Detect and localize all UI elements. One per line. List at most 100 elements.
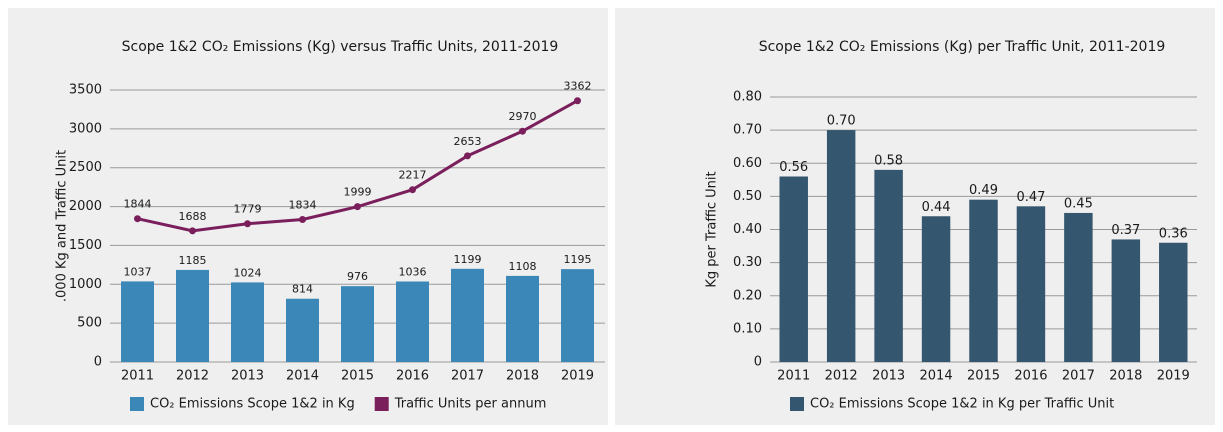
x-tick-label: 2019 [561, 369, 594, 384]
bar [506, 275, 539, 362]
chart-title: Scope 1&2 CO₂ Emissions (Kg) versus Traf… [122, 39, 559, 55]
bar [1064, 212, 1093, 362]
x-tick-label: 2017 [451, 369, 484, 384]
y-tick-label: 500 [77, 316, 102, 331]
data-label: 1195 [564, 253, 592, 266]
line-point [354, 203, 361, 211]
x-tick-label: 2016 [1014, 369, 1047, 384]
legend-swatch [790, 397, 804, 411]
y-tick-label: 0.10 [733, 321, 762, 336]
legend-label: Traffic Units per annum [394, 397, 547, 412]
bar [1159, 242, 1188, 362]
data-label: 814 [292, 283, 313, 296]
bar [969, 199, 998, 362]
data-label: 0.70 [827, 114, 856, 129]
y-tick-label: 1500 [69, 238, 102, 253]
x-tick-label: 2015 [341, 369, 374, 384]
bar [561, 269, 594, 362]
y-tick-label: 3000 [69, 121, 102, 136]
bar [286, 298, 319, 362]
data-label: 1037 [124, 265, 152, 278]
bar [921, 216, 951, 362]
bar [396, 281, 429, 362]
x-tick-label: 2016 [396, 369, 429, 384]
x-tick-label: 2013 [231, 369, 264, 384]
data-label: 0.45 [1064, 196, 1093, 211]
line-point [409, 186, 416, 194]
x-tick-label: 2019 [1157, 369, 1190, 384]
data-label: 0.44 [922, 200, 951, 215]
line-point [299, 215, 306, 223]
line-point [464, 152, 471, 160]
legend-swatch [374, 397, 389, 411]
bar [341, 286, 374, 362]
data-label: 0.37 [1111, 223, 1140, 238]
data-label: 1688 [179, 210, 207, 223]
y-axis-label: Kg per Traffic Unit [705, 171, 720, 287]
data-label: 1834 [289, 198, 317, 211]
x-tick-label: 2012 [176, 369, 209, 384]
data-label: 2217 [399, 169, 427, 182]
data-label: 1036 [399, 265, 427, 278]
y-tick-label: 0 [94, 355, 102, 370]
y-tick-label: 0.20 [733, 288, 762, 303]
data-label: 1779 [234, 203, 262, 216]
bar [231, 282, 264, 362]
legend-swatch [130, 397, 144, 411]
y-tick-label: 1000 [69, 277, 102, 292]
bar [1016, 206, 1046, 362]
x-tick-label: 2014 [286, 369, 319, 384]
bar [1111, 239, 1141, 362]
y-tick-label: 0.60 [733, 156, 762, 171]
data-label: 2970 [509, 110, 537, 123]
line-point [244, 220, 251, 228]
y-axis-label: .000 Kg and Traffic Unit [55, 150, 70, 302]
chart-title: Scope 1&2 CO₂ Emissions (Kg) per Traffic… [759, 39, 1166, 55]
x-tick-label: 2011 [121, 369, 154, 384]
data-label: 1108 [509, 260, 537, 273]
line-point [574, 97, 581, 105]
x-tick-label: 2011 [777, 369, 810, 384]
bar [779, 176, 808, 362]
x-tick-label: 2018 [506, 369, 539, 384]
x-tick-label: 2014 [920, 369, 953, 384]
y-tick-label: 0.50 [733, 189, 762, 204]
y-tick-label: 0.70 [733, 123, 762, 138]
data-label: 976 [347, 270, 368, 283]
line-point [134, 215, 141, 223]
x-tick-label: 2015 [967, 369, 1000, 384]
x-tick-label: 2018 [1109, 369, 1142, 384]
data-label: 3362 [564, 80, 592, 93]
data-label: 1999 [344, 186, 372, 199]
data-label: 0.56 [779, 160, 808, 175]
legend-label: CO₂ Emissions Scope 1&2 in Kg [150, 397, 355, 412]
bar [451, 268, 484, 362]
data-label: 0.47 [1016, 190, 1045, 205]
bar [176, 269, 209, 362]
data-label: 1024 [234, 266, 262, 279]
data-label: 1185 [179, 254, 207, 267]
bar [826, 130, 856, 362]
y-tick-label: 0.30 [733, 255, 762, 270]
line-point [189, 227, 196, 235]
legend-label: CO₂ Emissions Scope 1&2 in Kg per Traffi… [810, 397, 1114, 412]
y-tick-label: 2000 [69, 199, 102, 214]
data-label: 0.49 [969, 183, 998, 198]
x-tick-label: 2013 [872, 369, 905, 384]
y-tick-label: 2500 [69, 160, 102, 175]
y-tick-label: 0.40 [733, 222, 762, 237]
bar [874, 169, 903, 362]
data-label: 1199 [454, 253, 482, 266]
data-label: 0.58 [874, 153, 903, 168]
x-tick-label: 2012 [825, 369, 858, 384]
x-tick-label: 2017 [1062, 369, 1095, 384]
data-label: 2653 [454, 135, 482, 148]
line-point [519, 127, 526, 135]
data-label: 0.36 [1159, 226, 1188, 241]
data-label: 1844 [124, 198, 152, 211]
y-tick-label: 3500 [69, 83, 102, 98]
bar [121, 281, 154, 362]
y-tick-label: 0 [754, 355, 762, 370]
y-tick-label: 0.80 [733, 90, 762, 105]
